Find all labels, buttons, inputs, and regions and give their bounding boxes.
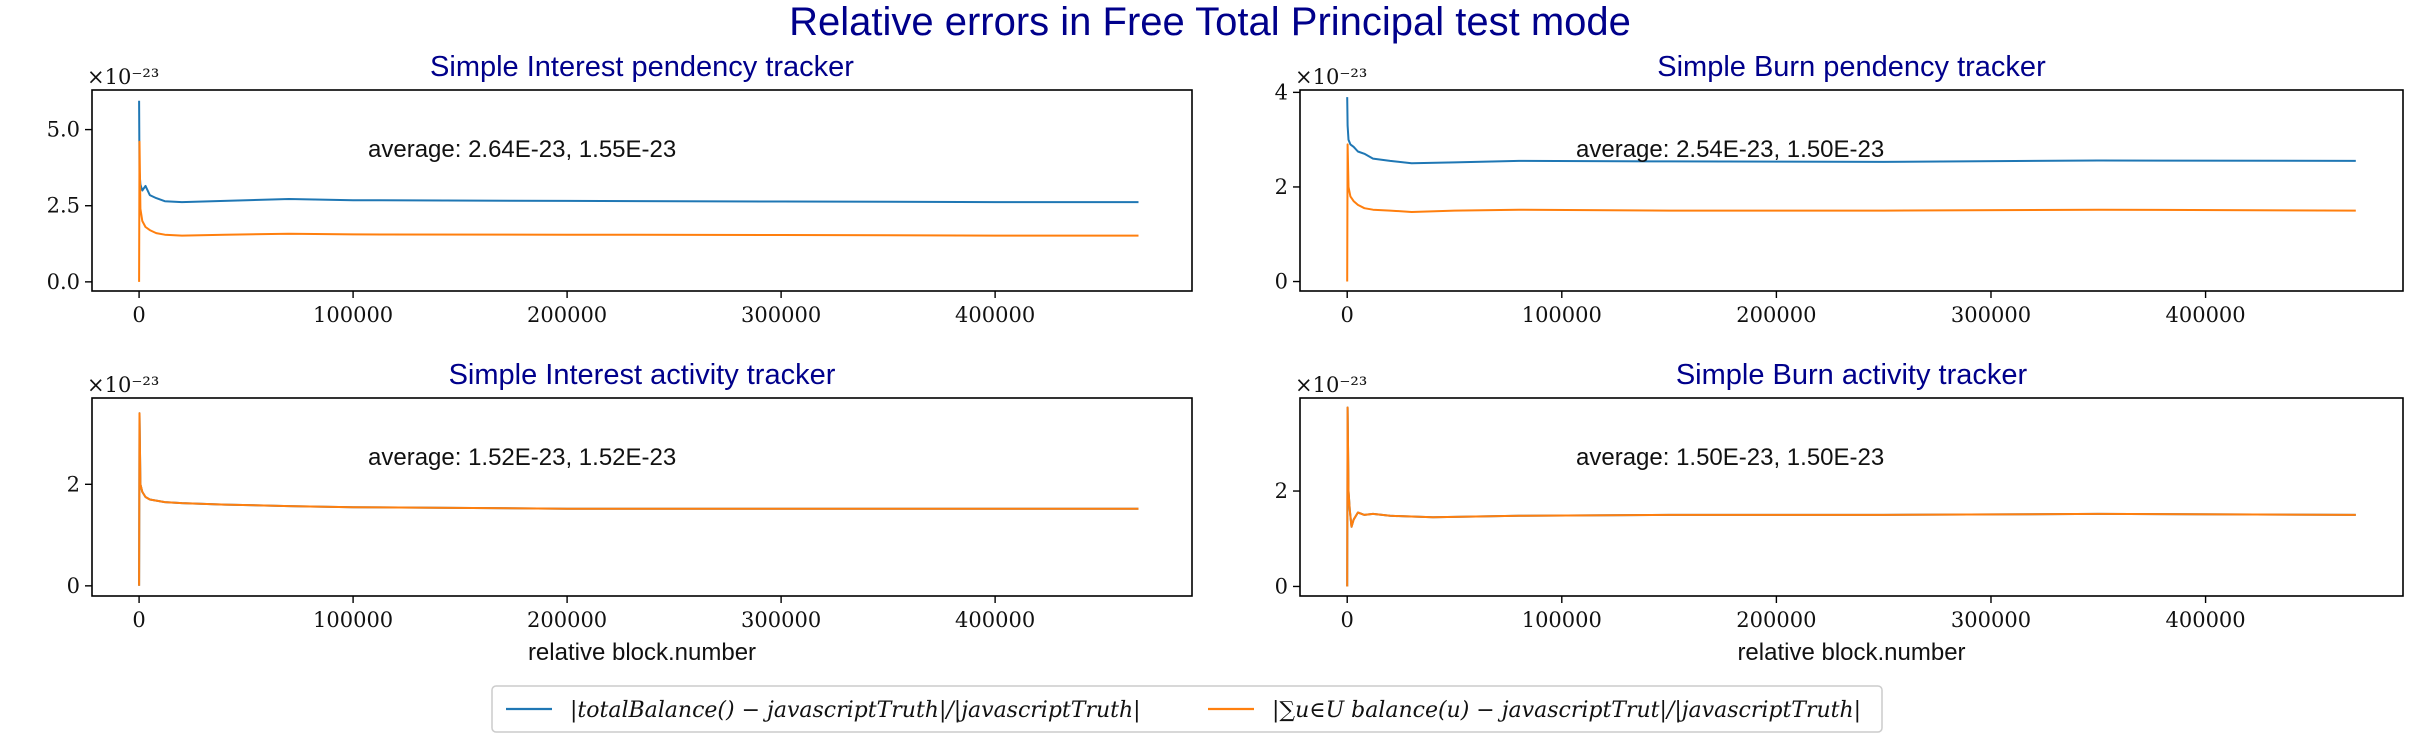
- x-tick-label: 200000: [527, 608, 607, 632]
- y-tick-label: 0: [1275, 270, 1288, 294]
- y-tick-label: 0: [67, 574, 80, 598]
- x-tick-label: 200000: [527, 303, 607, 327]
- x-tick-label: 300000: [1951, 303, 2031, 327]
- panel-3-exponent-label: ×10⁻²³: [87, 373, 159, 397]
- panel-4-x-axis-label: relative block.number: [1737, 639, 1965, 666]
- panel-1-axes-frame: [91, 89, 1193, 292]
- panel-3-series-1-line: [138, 412, 1139, 586]
- panel-4: 0 100000 200000 300000 400000 0 2 Simple Burn a…: [1275, 359, 2404, 666]
- panel-4-series-1-line: [1346, 406, 2356, 587]
- panel-1-series-1-line: [138, 100, 1139, 204]
- panel-3: 0 100000 200000 300000 400000 0 2 Simple Intere…: [67, 359, 1193, 666]
- panel-3-series-2-line: [138, 412, 1139, 586]
- legend: |totalBalance() − javascriptTruth|/|java…: [491, 685, 1883, 733]
- x-tick-label: 300000: [1951, 608, 2031, 632]
- x-tick-label: 100000: [313, 303, 393, 327]
- panel-4-title: Simple Burn activity tracker: [1676, 359, 2028, 391]
- y-tick-label: 2.5: [47, 194, 80, 218]
- legend-label-1: |totalBalance() − javascriptTruth|/|java…: [570, 698, 1141, 723]
- y-tick-label: 2: [67, 472, 80, 496]
- y-tick-label: 2: [1275, 479, 1288, 503]
- x-tick-label: 200000: [1736, 303, 1816, 327]
- panel-3-title: Simple Interest activity tracker: [449, 359, 836, 391]
- panel-1-series-2-line: [138, 140, 1139, 282]
- panel-4-exponent-label: ×10⁻²³: [1295, 373, 1367, 397]
- x-tick-label: 0: [132, 608, 145, 632]
- x-tick-label: 100000: [1522, 608, 1602, 632]
- x-tick-label: 400000: [2165, 303, 2245, 327]
- y-tick-label: 4: [1275, 80, 1288, 104]
- y-tick-label: 0.0: [47, 270, 80, 294]
- y-tick-label: 5.0: [47, 118, 80, 142]
- x-tick-label: 0: [1341, 303, 1354, 327]
- x-tick-label: 0: [1341, 608, 1354, 632]
- panels: 0 100000 200000 300000 4000000.02.55.0Simple…: [47, 51, 2404, 666]
- legend-label-2: |∑u∈U balance(u) − javascriptTrut|/|java…: [1272, 698, 1861, 723]
- x-tick-label: 100000: [1522, 303, 1602, 327]
- panel-2-exponent-label: ×10⁻²³: [1295, 65, 1367, 89]
- panel-3-axes-frame: [91, 397, 1193, 597]
- x-tick-label: 400000: [955, 303, 1035, 327]
- panel-3-average-annotation: average: 1.52E-23, 1.52E-23: [368, 444, 676, 471]
- x-tick-label: 400000: [955, 608, 1035, 632]
- panel-1-exponent-label: ×10⁻²³: [87, 65, 159, 89]
- x-tick-label: 0: [132, 303, 145, 327]
- x-tick-label: 300000: [741, 303, 821, 327]
- panel-1: 0 100000 200000 300000 400000 0.0 2.5 5.0 Simple…: [47, 51, 1193, 327]
- panel-4-series-2-line: [1346, 406, 2356, 587]
- panel-2-series-1-line: [1346, 97, 2356, 165]
- panel-2-title: Simple Burn pendency tracker: [1657, 51, 2046, 83]
- panel-4-axes-frame: [1299, 397, 2404, 597]
- x-tick-label: 400000: [2165, 608, 2245, 632]
- x-tick-label: 300000: [741, 608, 821, 632]
- panel-2-axes-frame: [1299, 89, 2404, 292]
- panel-3-x-axis-label: relative block.number: [528, 639, 756, 666]
- panel-1-title: Simple Interest pendency tracker: [430, 51, 854, 83]
- panel-4-average-annotation: average: 1.50E-23, 1.50E-23: [1576, 444, 1884, 471]
- legend-box: [491, 685, 1883, 733]
- panel-2: 0 100000 200000 300000 400000 0 2 4 Simple Burn …: [1275, 51, 2404, 327]
- y-tick-label: 0: [1275, 574, 1288, 598]
- panel-2-average-annotation: average: 2.54E-23, 1.50E-23: [1576, 136, 1884, 163]
- panel-1-average-annotation: average: 2.64E-23, 1.55E-23: [368, 136, 676, 163]
- figure-title: Relative errors in Free Total Principal …: [789, 0, 1631, 44]
- x-tick-label: 100000: [313, 608, 393, 632]
- x-tick-label: 200000: [1736, 608, 1816, 632]
- panel-2-series-2-line: [1346, 143, 2356, 282]
- y-tick-label: 2: [1275, 175, 1288, 199]
